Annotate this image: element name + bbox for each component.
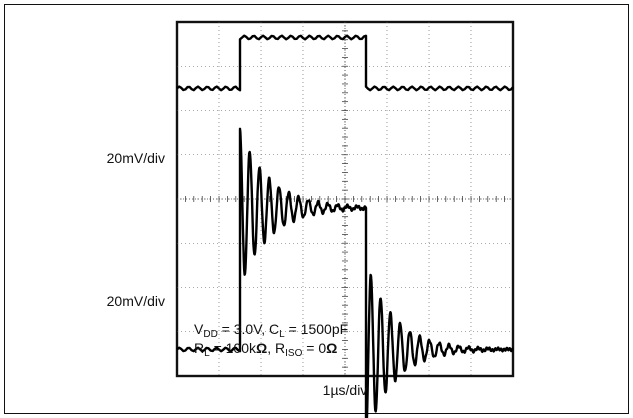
- vdd-tail: = 3.0V, C: [218, 321, 279, 337]
- riso-sub: ISO: [285, 348, 302, 359]
- riso-tail-1: , R: [267, 340, 285, 356]
- riso-tail-2: = 0: [302, 340, 326, 356]
- vdd-v: V: [194, 321, 204, 337]
- ohm-symbol-2: Ω: [326, 340, 337, 356]
- trace-ch2: [176, 127, 514, 418]
- time-scale-label: 1µs/div: [323, 382, 368, 398]
- ch2-scale-label: 20mV/div: [107, 293, 165, 309]
- figure-frame: [4, 4, 629, 414]
- annotation-line-1: VDD = 3.0V, CL = 1500pF: [194, 321, 348, 340]
- cl-sub: L: [279, 329, 285, 340]
- ohm-symbol-1: Ω: [256, 340, 267, 356]
- scope-traces: [176, 34, 514, 418]
- rl-sub: L: [204, 348, 210, 359]
- rl-r: R: [194, 340, 204, 356]
- annotation-line-2: RL = 100kΩ, RISO = 0Ω: [194, 340, 337, 359]
- rl-tail: = 100k: [210, 340, 257, 356]
- cl-tail: = 1500pF: [285, 321, 348, 337]
- trace-ch1: [176, 34, 514, 92]
- ch1-scale-label: 20mV/div: [107, 150, 165, 166]
- vdd-sub: DD: [203, 329, 217, 340]
